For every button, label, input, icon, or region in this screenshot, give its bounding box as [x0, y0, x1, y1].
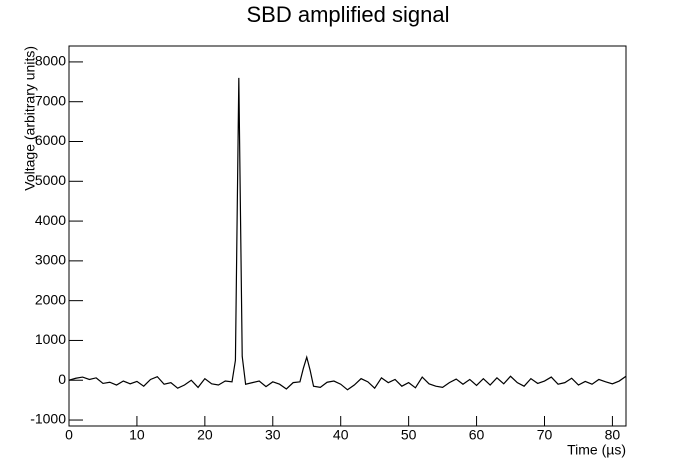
y-tick-label: 4000 — [35, 212, 66, 228]
y-tick-label: 7000 — [35, 92, 66, 108]
x-tick-label: 40 — [333, 427, 349, 443]
y-tick-label: 1000 — [35, 331, 66, 347]
x-tick-label: 70 — [537, 427, 553, 443]
chart-title: SBD amplified signal — [247, 2, 450, 27]
x-tick-label: 10 — [129, 427, 145, 443]
x-tick-label: 20 — [197, 427, 213, 443]
y-tick-label: -1000 — [30, 411, 66, 427]
signal-line — [68, 77, 627, 391]
x-tick-label: 50 — [401, 427, 417, 443]
y-tick-label: 0 — [58, 371, 66, 387]
plot-frame — [68, 45, 627, 427]
x-tick-label: 60 — [469, 427, 485, 443]
y-tick-label: 8000 — [35, 53, 66, 69]
y-tick-label: 5000 — [35, 172, 66, 188]
x-axis-title: Time (µs) — [567, 442, 626, 458]
y-tick-label: 6000 — [35, 132, 66, 148]
y-tick-label: 3000 — [35, 252, 66, 268]
x-tick-label: 80 — [605, 427, 621, 443]
x-tick-label: 30 — [265, 427, 281, 443]
y-tick-label: 2000 — [35, 291, 66, 307]
x-tick-label: 0 — [65, 427, 73, 443]
y-axis-title: Voltage (arbitrary units) — [22, 46, 38, 191]
